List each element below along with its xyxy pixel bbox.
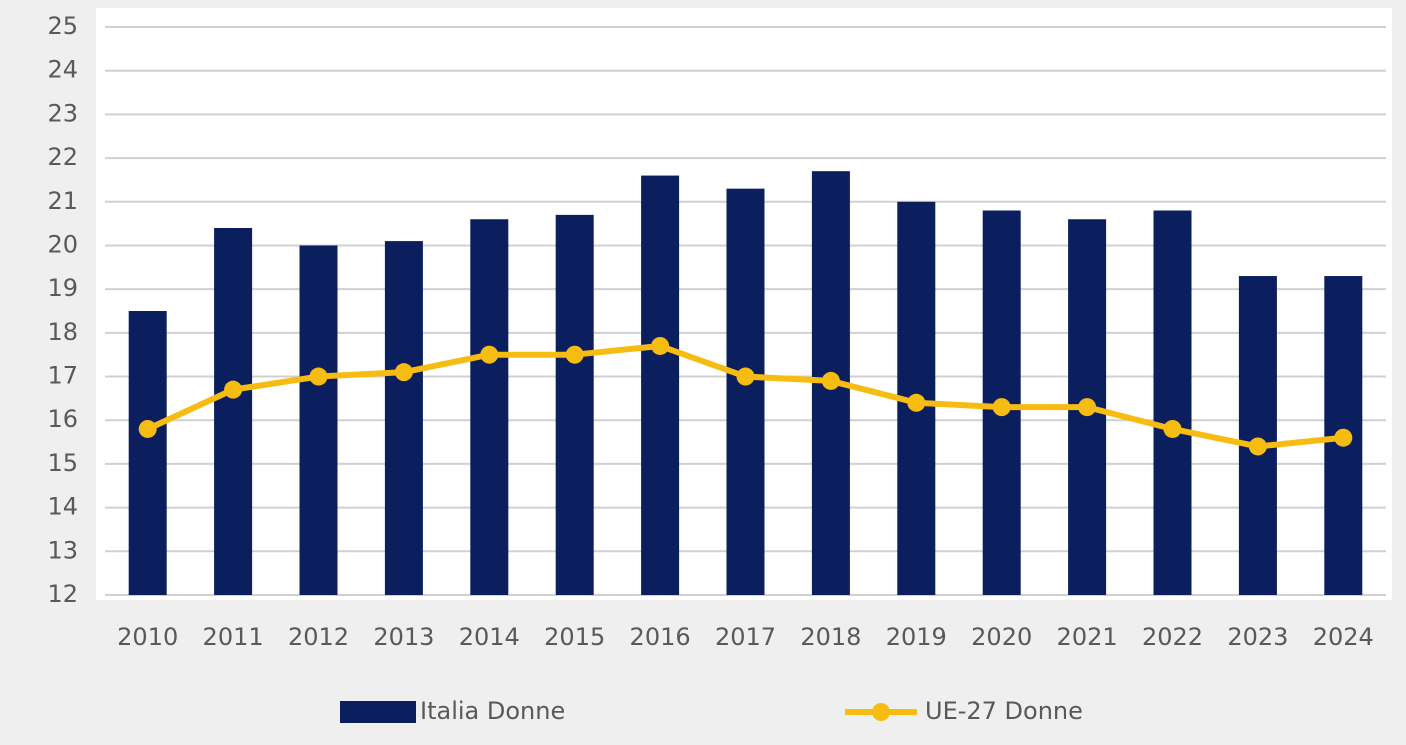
- marker: [1334, 428, 1353, 447]
- x-tick-label: 2012: [288, 623, 349, 651]
- x-tick-label: 2013: [373, 623, 434, 651]
- marker: [1163, 419, 1182, 438]
- x-tick-label: 2016: [630, 623, 691, 651]
- y-tick-label: 12: [47, 580, 78, 608]
- x-tick-label: 2020: [971, 623, 1032, 651]
- x-tick-label: 2021: [1057, 623, 1118, 651]
- x-tick-label: 2019: [886, 623, 947, 651]
- y-tick-label: 23: [47, 99, 78, 127]
- y-tick-label: 14: [47, 493, 78, 521]
- marker: [992, 398, 1011, 417]
- marker: [1248, 437, 1267, 456]
- marker: [394, 363, 413, 382]
- legend-label: UE-27 Donne: [925, 697, 1083, 725]
- y-tick-label: 21: [47, 187, 78, 215]
- bar: [1238, 276, 1277, 595]
- x-tick-label: 2015: [544, 623, 605, 651]
- y-tick-label: 24: [47, 56, 78, 84]
- marker: [565, 345, 584, 364]
- marker: [907, 393, 926, 412]
- marker: [224, 380, 243, 399]
- x-tick-label: 2017: [715, 623, 776, 651]
- y-tick-label: 13: [47, 536, 78, 564]
- bar: [1153, 210, 1192, 595]
- x-tick-label: 2023: [1227, 623, 1288, 651]
- marker: [1078, 398, 1097, 417]
- legend-swatch: [340, 701, 416, 723]
- marker: [736, 367, 755, 386]
- legend-swatch: [872, 703, 890, 721]
- y-tick-label: 20: [47, 230, 78, 258]
- legend-label: Italia Donne: [420, 697, 565, 725]
- y-tick-label: 19: [47, 274, 78, 302]
- y-tick-label: 18: [47, 318, 78, 346]
- marker: [138, 419, 157, 438]
- y-tick-label: 16: [47, 405, 78, 433]
- bar: [214, 227, 253, 595]
- x-tick-label: 2011: [203, 623, 264, 651]
- marker: [309, 367, 328, 386]
- bar: [299, 245, 338, 595]
- x-tick-label: 2010: [117, 623, 178, 651]
- marker: [821, 371, 840, 390]
- bar: [384, 241, 423, 596]
- bar: [128, 311, 167, 595]
- bar: [726, 188, 765, 595]
- y-tick-label: 17: [47, 362, 78, 390]
- y-tick-label: 25: [47, 12, 78, 40]
- x-tick-label: 2024: [1313, 623, 1374, 651]
- bar: [555, 214, 594, 595]
- x-tick-label: 2014: [459, 623, 520, 651]
- marker: [480, 345, 499, 364]
- bar: [641, 175, 680, 596]
- y-tick-label: 22: [47, 143, 78, 171]
- y-tick-label: 15: [47, 449, 78, 477]
- x-tick-label: 2022: [1142, 623, 1203, 651]
- marker: [651, 336, 670, 355]
- x-tick-label: 2018: [800, 623, 861, 651]
- bar: [470, 219, 509, 595]
